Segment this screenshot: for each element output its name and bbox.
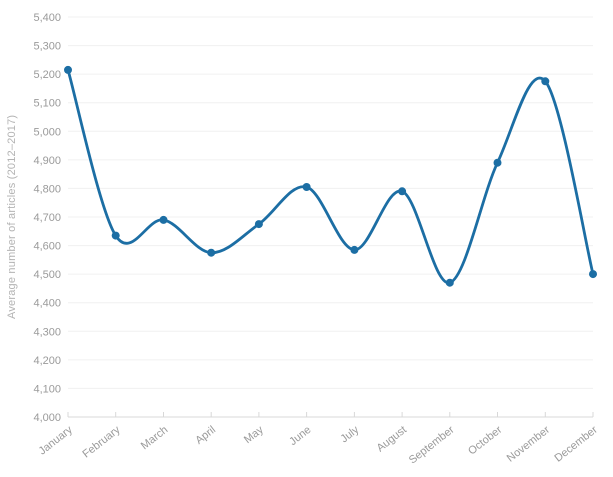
data-point-december[interactable] xyxy=(589,270,597,279)
data-point-september[interactable] xyxy=(445,278,454,287)
y-tick-label: 4,500 xyxy=(33,269,61,281)
y-tick-label: 4,200 xyxy=(33,355,61,367)
y-tick-label: 4,300 xyxy=(33,326,61,338)
x-tick-label: November xyxy=(505,424,553,465)
x-tick-label: October xyxy=(466,424,504,458)
x-tick-label: May xyxy=(242,424,266,447)
x-tick-label: September xyxy=(407,424,457,467)
x-tick-label: June xyxy=(287,424,313,448)
data-point-march[interactable] xyxy=(159,215,168,224)
x-tick-label: July xyxy=(338,424,361,446)
data-point-august[interactable] xyxy=(398,187,407,196)
y-tick-label: 4,000 xyxy=(33,412,61,424)
y-tick-label: 4,900 xyxy=(33,155,61,167)
data-point-october[interactable] xyxy=(493,158,502,167)
y-tick-label: 4,400 xyxy=(33,298,61,310)
x-tick-label: April xyxy=(193,424,218,447)
y-axis-title: Average number of articles (2012–2017) xyxy=(6,114,18,320)
series-line xyxy=(66,68,595,285)
data-point-february[interactable] xyxy=(111,231,120,240)
x-tick-label: March xyxy=(139,424,170,452)
data-point-november[interactable] xyxy=(541,77,550,86)
y-tick-label: 5,300 xyxy=(33,41,61,53)
y-tick-label: 4,100 xyxy=(33,383,61,395)
x-tick-label: December xyxy=(552,424,600,465)
y-tick-label: 5,200 xyxy=(33,69,61,81)
x-tick-label: January xyxy=(37,424,76,458)
x-tick-label: August xyxy=(375,424,409,455)
x-tick-label: February xyxy=(80,424,122,461)
y-tick-label: 4,600 xyxy=(33,241,61,253)
y-tick-label: 4,800 xyxy=(33,183,61,195)
y-tick-label: 5,000 xyxy=(33,126,61,138)
y-tick-label: 4,700 xyxy=(33,212,61,224)
y-tick-label: 5,100 xyxy=(33,98,61,110)
data-point-january[interactable] xyxy=(64,65,72,74)
data-point-june[interactable] xyxy=(302,183,311,191)
data-point-july[interactable] xyxy=(350,245,359,254)
data-point-may[interactable] xyxy=(254,220,263,229)
data-point-april[interactable] xyxy=(207,248,216,257)
y-tick-label: 5,400 xyxy=(33,12,61,24)
